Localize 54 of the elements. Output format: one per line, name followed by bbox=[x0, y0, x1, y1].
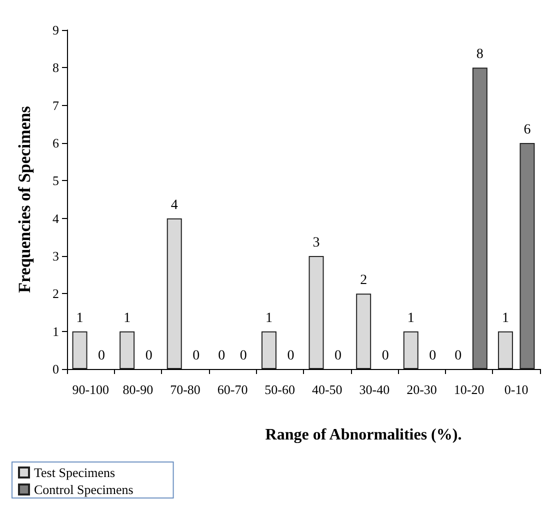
bar bbox=[356, 294, 372, 369]
x-tick-label: 70-80 bbox=[170, 382, 200, 397]
data-label: 3 bbox=[312, 236, 320, 250]
data-label: 1 bbox=[265, 310, 272, 326]
data-label: 6 bbox=[524, 122, 531, 138]
y-tick-label: 4 bbox=[52, 210, 60, 226]
data-label: 8 bbox=[476, 47, 484, 62]
y-tick-label: 6 bbox=[52, 136, 60, 150]
bar bbox=[308, 256, 324, 369]
x-tick-label: 30-40 bbox=[359, 382, 390, 397]
x-axis-title: Range of Abnormalities (%). bbox=[265, 426, 462, 444]
x-tick-label: 80-90 bbox=[122, 382, 154, 397]
bar bbox=[120, 331, 135, 369]
y-tick-label: 8 bbox=[52, 60, 59, 76]
x-tick-label: 20-30 bbox=[406, 382, 437, 397]
bar bbox=[472, 68, 488, 369]
data-label: 2 bbox=[360, 273, 368, 288]
data-label: 4 bbox=[170, 198, 178, 213]
bar bbox=[520, 143, 535, 369]
data-label: 1 bbox=[124, 310, 131, 326]
bar bbox=[261, 331, 276, 369]
y-tick-label: 2 bbox=[52, 286, 59, 302]
data-label: 0 bbox=[240, 348, 247, 364]
data-label: 0 bbox=[287, 348, 294, 364]
legend-label: Test Specimens bbox=[34, 465, 116, 480]
y-tick-label: 1 bbox=[52, 324, 59, 339]
y-tick-label: 7 bbox=[52, 98, 60, 113]
x-tick-label: 90-100 bbox=[72, 382, 110, 397]
data-label: 0 bbox=[192, 348, 200, 364]
data-label: 1 bbox=[76, 310, 84, 326]
x-tick-label: 50-60 bbox=[264, 382, 296, 397]
data-label: 0 bbox=[382, 348, 389, 364]
bar bbox=[72, 331, 88, 369]
bar bbox=[166, 218, 182, 369]
y-tick-label: 0 bbox=[52, 362, 59, 376]
data-label: 1 bbox=[502, 310, 509, 326]
bar bbox=[403, 331, 418, 369]
bar bbox=[498, 331, 513, 369]
x-tick-label: 10-20 bbox=[454, 382, 484, 397]
data-label: 1 bbox=[407, 310, 414, 326]
data-label: 0 bbox=[429, 348, 436, 364]
data-label: 0 bbox=[454, 348, 462, 364]
data-label: 0 bbox=[334, 348, 342, 364]
x-tick-label: 60-70 bbox=[217, 382, 248, 397]
y-tick-label: 3 bbox=[52, 248, 59, 264]
data-label: 0 bbox=[98, 348, 106, 364]
y-axis-title: Frequencies of Specimens bbox=[15, 106, 34, 293]
y-tick-label: 9 bbox=[52, 22, 59, 38]
x-tick-label: 40-50 bbox=[312, 382, 342, 397]
data-label: 0 bbox=[218, 348, 226, 364]
x-tick-label: 0-10 bbox=[504, 382, 528, 397]
data-label: 0 bbox=[145, 348, 152, 364]
legend-label: Control Specimens bbox=[34, 482, 134, 497]
y-tick-label: 5 bbox=[52, 173, 59, 188]
